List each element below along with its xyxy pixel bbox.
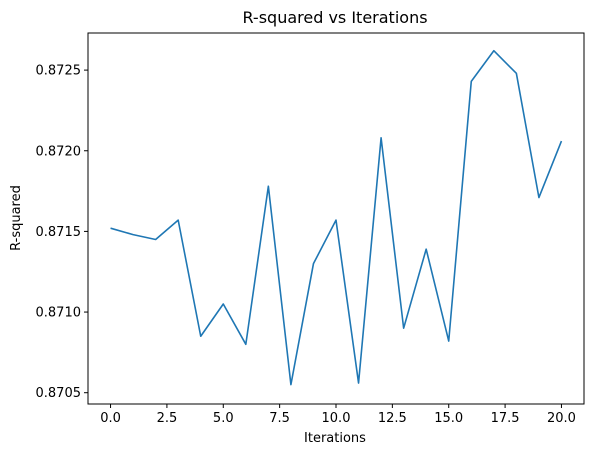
y-tick-label: 0.8710 (36, 306, 82, 321)
x-tick-label: 12.5 (378, 411, 407, 426)
x-axis-label: Iterations (304, 431, 366, 446)
x-tick-label: 5.0 (213, 411, 234, 426)
series-line (110, 49, 563, 386)
x-tick-label: 17.5 (491, 411, 520, 426)
x-tick-label: 7.5 (269, 411, 290, 426)
x-tick-label: 0.0 (100, 411, 121, 426)
y-tick-label: 0.8705 (36, 386, 82, 401)
y-tick-label: 0.8720 (36, 144, 82, 159)
x-tick-label: 20.0 (547, 411, 576, 426)
x-tick-label: 10.0 (322, 411, 351, 426)
y-tick-label: 0.8725 (36, 64, 82, 79)
x-tick-label: 2.5 (157, 411, 178, 426)
x-tick-label: 15.0 (434, 411, 463, 426)
y-axis-ticks: 0.8705 0.8710 0.8715 0.8720 0.8725 (36, 64, 88, 401)
y-axis-label: R-squared (9, 185, 24, 251)
x-axis-ticks: 0.0 2.5 5.0 7.5 10.0 12.5 15.0 17.5 20.0 (100, 404, 576, 426)
chart-title: R-squared vs Iterations (242, 8, 427, 27)
y-tick-label: 0.8715 (36, 225, 82, 240)
plot-area (87, 32, 585, 405)
plot-frame (87, 32, 585, 405)
